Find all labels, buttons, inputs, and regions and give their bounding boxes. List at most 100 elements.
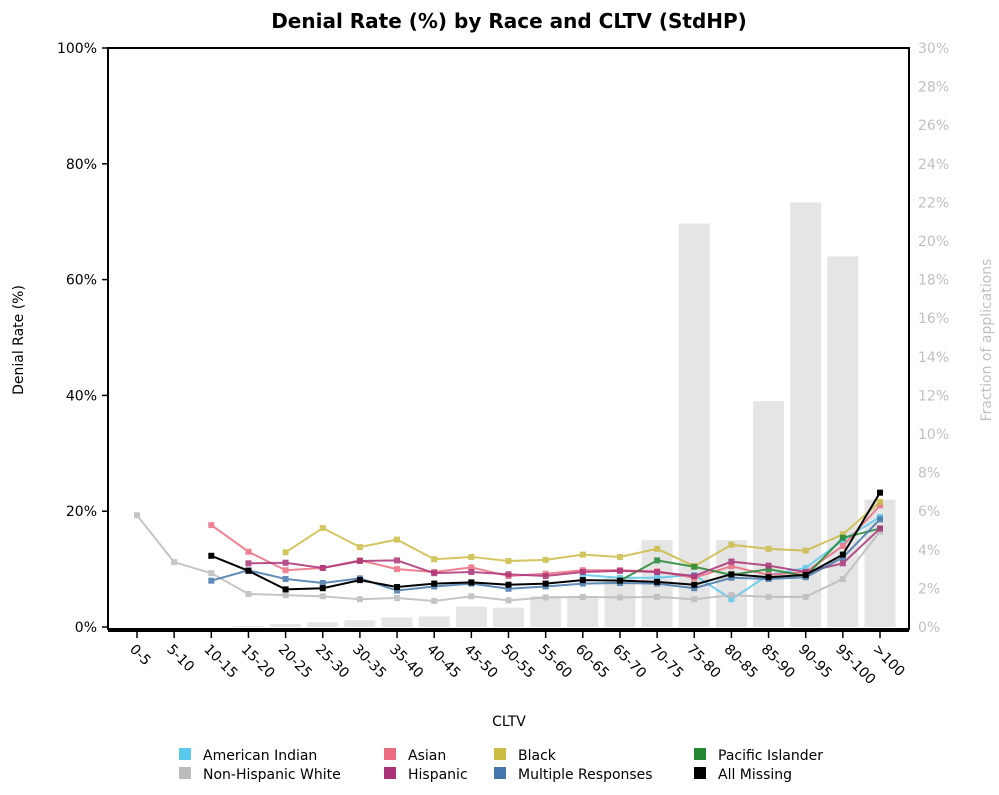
legend-label: Multiple Responses — [518, 767, 653, 783]
data-point — [765, 562, 772, 569]
x-tick-label: 15-20 — [238, 642, 278, 682]
plot-frame — [107, 47, 910, 630]
data-point — [431, 580, 438, 587]
x-tick-label: 10-15 — [200, 642, 240, 682]
y-right-tick-label: 16% — [918, 311, 949, 327]
bar-30-35 — [344, 620, 376, 627]
data-point — [431, 597, 438, 604]
data-point — [877, 525, 883, 532]
data-point — [394, 536, 401, 543]
legend-item: Pacific Islander — [694, 748, 823, 764]
data-point — [505, 581, 512, 588]
x-tick-label: 85-90 — [758, 642, 798, 682]
data-point — [208, 577, 215, 584]
data-point — [691, 581, 698, 588]
left-axis: 0% 20% 40% 60% 80% 100% — [57, 41, 108, 636]
legend-label: American Indian — [203, 748, 317, 764]
legend-label: Hispanic — [408, 767, 468, 783]
legend-label: Pacific Islander — [718, 748, 823, 764]
legend-item: American Indian — [179, 748, 317, 764]
data-point — [839, 560, 846, 567]
bars-layer — [232, 202, 896, 627]
data-point — [468, 593, 475, 600]
data-point — [616, 567, 623, 574]
data-point — [134, 512, 140, 519]
y-right-tick-label: 8% — [918, 466, 940, 482]
data-point — [728, 574, 735, 581]
data-point — [579, 568, 586, 575]
legend-item: Black — [494, 748, 557, 764]
data-point — [579, 593, 586, 600]
x-tick-label: 5-10 — [163, 642, 197, 676]
lines-layer — [134, 489, 883, 604]
legend-label: Non-Hispanic White — [203, 767, 341, 783]
data-point — [505, 557, 512, 564]
y-tick-label: 80% — [66, 157, 97, 173]
data-point — [505, 597, 512, 604]
data-point — [394, 557, 401, 564]
data-point — [728, 592, 735, 599]
data-point — [356, 596, 363, 603]
y-tick-label: 20% — [66, 504, 97, 520]
y-right-tick-label: 14% — [918, 350, 949, 366]
legend-swatch — [494, 748, 506, 760]
y-right-tick-label: 20% — [918, 234, 949, 250]
x-tick-label: 0-5 — [126, 642, 153, 669]
data-point — [431, 570, 438, 577]
bar-40-45 — [418, 616, 450, 627]
bar-80-85 — [715, 540, 747, 627]
y-tick-label: 0% — [75, 620, 97, 636]
data-point — [319, 585, 326, 592]
data-point — [728, 558, 735, 565]
data-point — [542, 573, 549, 580]
right-axis: 0% 2% 4% 6% 8% 10% 12% 14% 16% 18% 20% 22% 24% 26% 28%… — [918, 41, 949, 636]
data-point — [877, 498, 883, 505]
legend-item: Non-Hispanic White — [179, 767, 341, 783]
legend-label: Asian — [408, 748, 446, 764]
data-point — [654, 557, 661, 564]
data-point — [282, 592, 289, 599]
data-point — [356, 557, 363, 564]
x-tick-label: 40-45 — [423, 642, 463, 682]
data-point — [319, 579, 326, 586]
legend: American Indian Asian Black Pacific Islande… — [179, 748, 823, 783]
y-right-tick-label: 30% — [918, 41, 949, 57]
legend-label: All Missing — [718, 767, 792, 783]
y-right-tick-label: 26% — [918, 118, 949, 134]
series-black — [282, 498, 883, 570]
x-tick-label: 75-80 — [683, 642, 723, 682]
data-point — [356, 577, 363, 584]
data-point — [839, 534, 846, 541]
y-right-tick-label: 2% — [918, 581, 940, 597]
x-tick-label: 95-100 — [832, 642, 878, 688]
x-tick-label: 20-25 — [275, 642, 315, 682]
data-point — [245, 590, 252, 597]
legend-label: Black — [518, 748, 557, 764]
bar-15-20 — [232, 626, 264, 627]
x-tick-label: 55-60 — [535, 642, 575, 682]
data-point — [208, 570, 215, 577]
y-right-tick-label: 28% — [918, 80, 949, 96]
data-point — [654, 545, 661, 552]
data-point — [802, 571, 809, 578]
data-point — [245, 560, 252, 567]
x-tick-label: 50-55 — [498, 642, 538, 682]
data-point — [171, 559, 178, 566]
x-tick-label: 30-35 — [349, 642, 389, 682]
data-point — [431, 556, 438, 563]
x-tick-label: 60-65 — [572, 642, 612, 682]
data-point — [319, 524, 326, 531]
y-tick-label: 60% — [66, 273, 97, 289]
data-point — [691, 563, 698, 570]
data-point — [728, 541, 735, 548]
data-point — [691, 596, 698, 603]
bar-85-90 — [753, 401, 785, 627]
data-point — [654, 568, 661, 575]
data-point — [468, 553, 475, 560]
bar-60-65 — [567, 596, 599, 627]
data-point — [468, 564, 475, 571]
data-point — [208, 522, 215, 529]
y-right-tick-label: 22% — [918, 195, 949, 211]
data-point — [839, 542, 846, 549]
